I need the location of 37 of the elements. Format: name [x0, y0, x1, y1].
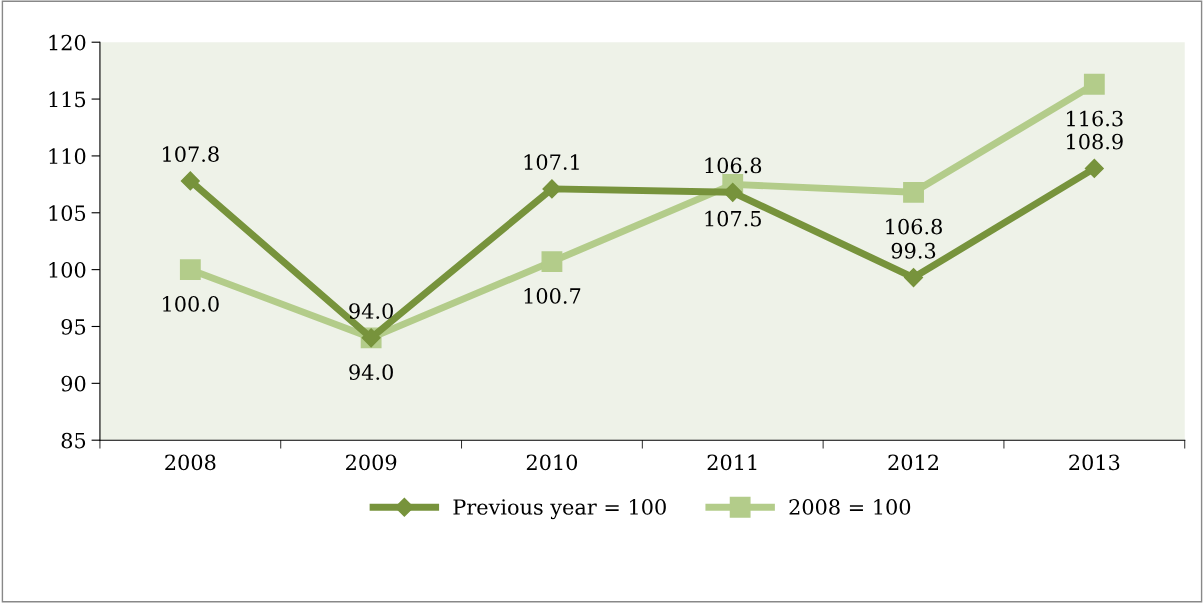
- data-label: 116.3: [1067, 110, 1123, 127]
- x-tick-label: 2010: [526, 454, 578, 471]
- data-label: 94.0: [349, 364, 393, 381]
- point: [723, 182, 743, 202]
- point: [904, 268, 924, 288]
- data-label: 100.0: [163, 296, 219, 312]
- data-label: 108.9: [1067, 133, 1123, 150]
- data-label: 107.8: [163, 146, 219, 162]
- data-label: 99.3: [891, 242, 936, 259]
- data-label: 106.8: [886, 218, 942, 235]
- y-tick-label: 90: [61, 375, 86, 392]
- point: [903, 181, 924, 203]
- legend-label: Previous year = 100: [453, 499, 666, 520]
- x-tick-label: 2008: [165, 454, 216, 471]
- data-label: 106.8: [705, 157, 762, 174]
- data-label: 107.5: [705, 210, 761, 227]
- data-label: 107.1: [524, 154, 579, 170]
- point: [1083, 73, 1105, 95]
- x-tick-label: 2009: [346, 454, 397, 471]
- point: [179, 259, 201, 281]
- y-tick-label: 110: [49, 148, 86, 165]
- y-tick-label: 85: [61, 432, 86, 449]
- point: [1084, 158, 1104, 178]
- y-tick-label: 95: [61, 318, 86, 335]
- point: [542, 179, 562, 199]
- legend-label: 2008 = 100: [789, 499, 911, 515]
- y-tick-label: 105: [49, 205, 86, 221]
- x-tick-label: 2012: [888, 454, 938, 471]
- point: [180, 171, 200, 191]
- data-label: 94.0: [349, 303, 393, 319]
- y-tick-label: 115: [49, 91, 86, 108]
- data-label: 100.7: [524, 288, 581, 304]
- x-tick-label: 2011: [707, 454, 757, 471]
- y-tick-label: 120: [49, 34, 86, 51]
- point: [541, 251, 563, 273]
- x-tick-label: 2013: [1069, 454, 1120, 471]
- y-tick-label: 100: [49, 262, 86, 278]
